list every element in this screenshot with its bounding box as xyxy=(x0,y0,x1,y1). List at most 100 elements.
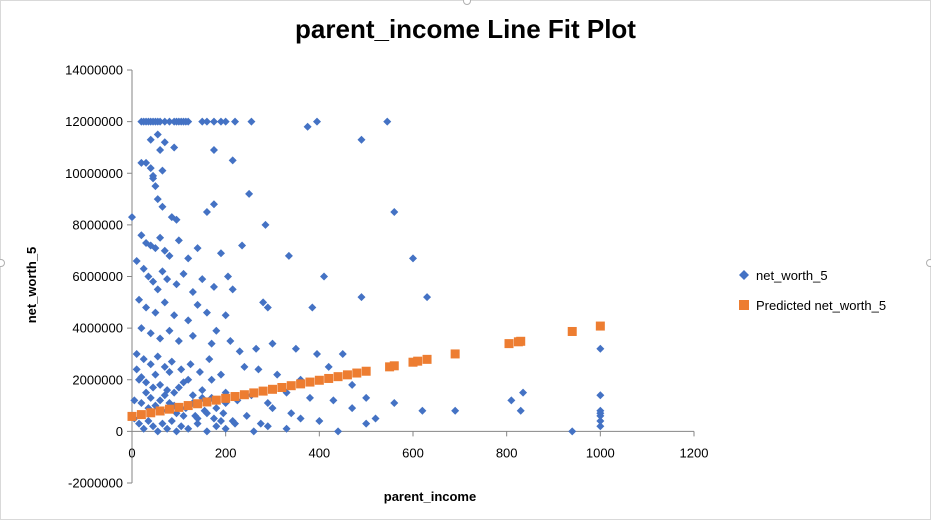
point-predicted-net-worth-5 xyxy=(268,384,277,394)
point-net-worth-5 xyxy=(151,370,160,379)
point-net-worth-5 xyxy=(231,419,240,428)
point-net-worth-5 xyxy=(596,417,605,426)
point-net-worth-5 xyxy=(247,117,256,126)
point-net-worth-5 xyxy=(418,406,427,415)
point-predicted-net-worth-5 xyxy=(305,377,315,387)
point-net-worth-5 xyxy=(158,267,167,276)
point-net-worth-5 xyxy=(172,280,181,289)
point-net-worth-5 xyxy=(139,424,148,433)
point-net-worth-5 xyxy=(153,130,162,139)
resize-handle-right[interactable] xyxy=(926,259,931,267)
point-net-worth-5 xyxy=(383,117,392,126)
point-net-worth-5 xyxy=(146,135,155,144)
point-net-worth-5 xyxy=(268,339,277,348)
point-net-worth-5 xyxy=(163,275,172,284)
point-net-worth-5 xyxy=(263,422,272,431)
point-predicted-net-worth-5 xyxy=(202,397,212,407)
point-net-worth-5 xyxy=(596,411,605,420)
point-predicted-net-worth-5 xyxy=(127,411,137,421)
point-net-worth-5 xyxy=(231,117,240,126)
point-net-worth-5 xyxy=(177,365,186,374)
point-net-worth-5 xyxy=(212,326,221,335)
point-net-worth-5 xyxy=(209,146,218,155)
point-net-worth-5 xyxy=(221,424,230,433)
point-net-worth-5 xyxy=(240,362,249,371)
point-net-worth-5 xyxy=(167,357,176,366)
point-predicted-net-worth-5 xyxy=(136,410,146,420)
point-net-worth-5 xyxy=(132,365,141,374)
point-net-worth-5 xyxy=(198,275,207,284)
point-predicted-net-worth-5 xyxy=(211,395,221,405)
point-net-worth-5 xyxy=(221,117,230,126)
x-tick-label: 0 xyxy=(128,445,135,460)
diamond-marker-icon xyxy=(738,269,750,281)
point-net-worth-5 xyxy=(156,396,165,405)
point-net-worth-5 xyxy=(160,246,169,255)
point-net-worth-5 xyxy=(212,422,221,431)
resize-handle-left[interactable] xyxy=(0,259,5,267)
point-net-worth-5 xyxy=(235,347,244,356)
point-net-worth-5 xyxy=(193,244,202,253)
point-net-worth-5 xyxy=(160,298,169,307)
point-net-worth-5 xyxy=(151,182,160,191)
point-net-worth-5 xyxy=(160,117,169,126)
point-net-worth-5 xyxy=(312,117,321,126)
point-net-worth-5 xyxy=(184,316,193,325)
point-predicted-net-worth-5 xyxy=(408,357,418,367)
legend: net_worth_5 Predicted net_worth_5 xyxy=(738,266,886,326)
point-predicted-net-worth-5 xyxy=(413,356,423,366)
point-net-worth-5 xyxy=(149,422,158,431)
point-net-worth-5 xyxy=(198,386,207,395)
point-net-worth-5 xyxy=(184,254,193,263)
point-predicted-net-worth-5 xyxy=(422,354,432,364)
point-net-worth-5 xyxy=(160,138,169,147)
point-net-worth-5 xyxy=(409,254,417,263)
point-net-worth-5 xyxy=(209,117,218,126)
point-predicted-net-worth-5 xyxy=(389,361,399,371)
point-net-worth-5 xyxy=(329,396,338,405)
point-net-worth-5 xyxy=(165,368,174,377)
point-net-worth-5 xyxy=(158,419,167,428)
point-net-worth-5 xyxy=(128,213,136,222)
point-net-worth-5 xyxy=(268,404,277,413)
point-predicted-net-worth-5 xyxy=(567,326,577,336)
y-tick-label: 12000000 xyxy=(65,114,123,129)
point-net-worth-5 xyxy=(146,360,155,369)
point-net-worth-5 xyxy=(146,393,155,402)
point-predicted-net-worth-5 xyxy=(249,388,259,398)
point-net-worth-5 xyxy=(362,393,371,402)
x-tick-label: 1200 xyxy=(680,445,709,460)
point-predicted-net-worth-5 xyxy=(277,382,287,392)
point-predicted-net-worth-5 xyxy=(296,379,306,389)
point-net-worth-5 xyxy=(174,236,183,245)
point-net-worth-5 xyxy=(596,422,605,431)
point-net-worth-5 xyxy=(153,195,162,204)
point-predicted-net-worth-5 xyxy=(155,406,165,416)
point-net-worth-5 xyxy=(163,424,172,433)
point-net-worth-5 xyxy=(170,311,179,320)
point-net-worth-5 xyxy=(193,300,202,309)
x-tick-label: 1000 xyxy=(586,445,615,460)
point-net-worth-5 xyxy=(139,264,148,273)
point-net-worth-5 xyxy=(142,303,151,312)
y-tick-label: 10000000 xyxy=(65,166,123,181)
point-net-worth-5 xyxy=(305,393,314,402)
square-marker-icon xyxy=(738,299,750,311)
resize-handle-top[interactable] xyxy=(463,0,471,5)
point-net-worth-5 xyxy=(195,368,204,377)
point-net-worth-5 xyxy=(451,406,460,415)
point-net-worth-5 xyxy=(184,117,193,126)
point-net-worth-5 xyxy=(188,287,197,296)
point-net-worth-5 xyxy=(282,424,291,433)
point-net-worth-5 xyxy=(519,388,528,397)
point-net-worth-5 xyxy=(296,414,305,423)
point-net-worth-5 xyxy=(284,251,293,260)
point-net-worth-5 xyxy=(137,158,146,167)
point-net-worth-5 xyxy=(172,215,181,224)
point-net-worth-5 xyxy=(188,331,197,340)
point-net-worth-5 xyxy=(158,166,167,175)
point-net-worth-5 xyxy=(216,370,225,379)
point-net-worth-5 xyxy=(170,388,179,397)
point-net-worth-5 xyxy=(216,117,225,126)
